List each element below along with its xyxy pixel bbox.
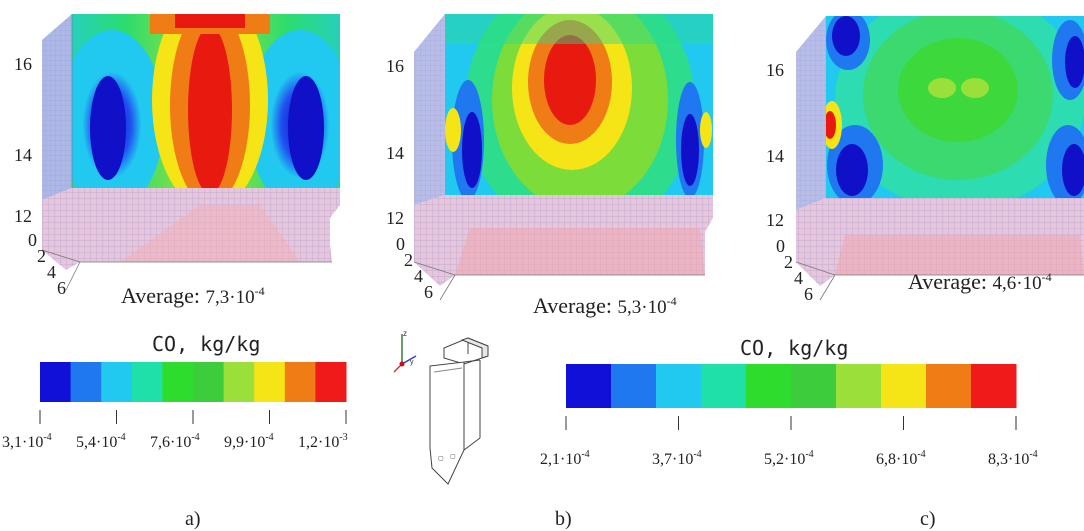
legend-tick-label: 1,2·10-3: [298, 432, 348, 451]
legend-swatch: [836, 364, 882, 408]
legend-tick-label: 3,7·10-4: [652, 449, 702, 468]
panel-a-y-tick-2: 2: [37, 246, 46, 266]
legend-tick-label: 5,2·10-4: [764, 449, 814, 468]
panel-c-contour-face: [826, 16, 1084, 198]
panel-b-z-tick-16: 16: [386, 56, 404, 76]
legend-a-title: CO, kg/kg: [152, 332, 260, 356]
legend-b-title: CO, kg/kg: [740, 336, 848, 360]
panel-b-z-tick-12: 12: [386, 208, 404, 228]
svg-text:z: z: [403, 329, 407, 338]
panel-b-y-tick-2: 2: [404, 250, 413, 270]
legend-swatch: [791, 364, 837, 408]
legend-tick-label: 9,9·10-4: [224, 432, 274, 451]
legend-swatch: [101, 362, 133, 402]
svg-text:▢: ▢: [438, 456, 444, 462]
panel-b-average: Average: 5,3·10-4: [533, 293, 677, 318]
panel-b: 16 14 12 0 2 4 6 Average: 5,3·10-4: [386, 14, 713, 318]
panel-b-y-tick-4: 4: [414, 266, 423, 286]
panel-c-y-tick-6: 6: [804, 284, 813, 304]
legend-b-colorbar: [566, 364, 1017, 408]
panel-c-y-tick-4: 4: [794, 268, 803, 288]
panel-a-contour-face: [72, 14, 340, 188]
panel-c-y-tick-2: 2: [784, 252, 793, 272]
panel-a-average: Average: 7,3·10-4: [121, 283, 265, 308]
panel-c-average: Average: 4,6·10-4: [908, 269, 1052, 294]
panel-c-sublabel: c): [920, 508, 936, 530]
legend-swatch: [656, 364, 702, 408]
legend-tick-label: 5,4·10-4: [76, 432, 126, 451]
legend-swatch: [284, 362, 316, 402]
panel-b-sublabel: b): [555, 508, 572, 530]
panel-c: 16 14 12 0 2 4 6 Average: 4,6·10-4: [766, 16, 1084, 304]
legend-swatch: [70, 362, 102, 402]
legend-swatch: [926, 364, 972, 408]
panel-a: 16 14 12 0 2 4 6 Average: 7,3·10-4: [14, 14, 340, 308]
legend-swatch: [566, 364, 612, 408]
legend-tick-label: 2,1·10-4: [540, 449, 590, 468]
legend-tick-label: 6,8·10-4: [876, 449, 926, 468]
legend-b: CO, kg/kg 2,1·10-4 3,7·10-4 5,2·10-4 6,8·10…: [540, 336, 1038, 468]
panel-a-y-tick-6: 6: [57, 278, 66, 298]
legend-b-ticks: 2,1·10-4 3,7·10-4 5,2·10-4 6,8·10-4 8,3·10-4: [540, 416, 1038, 468]
panel-a-sublabel: a): [185, 508, 201, 530]
legend-swatch: [254, 362, 286, 402]
legend-swatch: [162, 362, 194, 402]
legend-a: CO, kg/kg 3,1·10-4 5,4·10-4 7,6·10-4 9,9·10…: [2, 332, 348, 451]
legend-swatch: [315, 362, 347, 402]
legend-swatch: [701, 364, 747, 408]
legend-swatch: [971, 364, 1017, 408]
svg-text:y: y: [410, 359, 414, 366]
panel-c-z-tick-12: 12: [766, 210, 784, 230]
legend-tick-label: 3,1·10-4: [2, 432, 52, 451]
panel-b-z-tick-14: 14: [386, 143, 404, 163]
axis-triad-icon: z y: [393, 329, 417, 373]
furnace-schematic-icon: ▢ ▢: [429, 337, 489, 485]
legend-tick-label: 7,6·10-4: [150, 432, 200, 451]
legend-swatch: [40, 362, 72, 402]
panel-a-y-tick-0: 0: [28, 230, 37, 250]
panel-b-y-tick-0: 0: [396, 234, 405, 254]
panel-c-z-tick-16: 16: [766, 60, 784, 80]
panel-a-z-tick-16: 16: [14, 54, 32, 74]
legend-swatch: [131, 362, 163, 402]
legend-tick-label: 8,3·10-4: [988, 449, 1038, 468]
legend-swatch: [881, 364, 927, 408]
panel-a-z-tick-14: 14: [14, 145, 32, 165]
panel-a-y-tick-4: 4: [47, 262, 56, 282]
panel-a-z-tick-12: 12: [14, 206, 32, 226]
panel-b-y-tick-6: 6: [424, 282, 433, 302]
legend-swatch: [746, 364, 792, 408]
panel-c-y-tick-0: 0: [776, 236, 785, 256]
legend-swatch: [223, 362, 255, 402]
legend-a-colorbar: [40, 362, 347, 402]
legend-a-ticks: 3,1·10-4 5,4·10-4 7,6·10-4 9,9·10-4 1,2·10-3: [2, 410, 348, 451]
svg-text:▢: ▢: [450, 454, 456, 460]
legend-swatch: [193, 362, 225, 402]
legend-swatch: [611, 364, 657, 408]
panel-b-contour-face: [445, 14, 713, 195]
panel-c-z-tick-14: 14: [766, 146, 784, 166]
